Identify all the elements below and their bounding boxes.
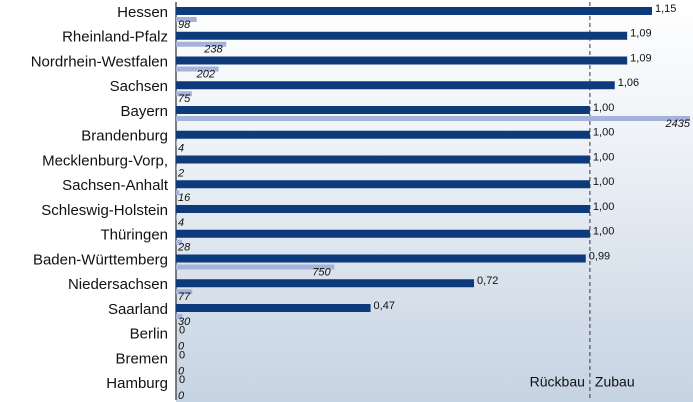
value-label: 4 — [178, 217, 184, 229]
category-label: Berlin — [130, 326, 168, 343]
category-label: Sachsen-Anhalt — [62, 177, 169, 194]
annotation: Zubau — [595, 374, 635, 390]
value-label: 0 — [178, 390, 185, 402]
bar — [176, 41, 227, 47]
value-label: 4 — [178, 143, 184, 155]
category-label: Schleswig-Holstein — [41, 202, 168, 219]
bar — [176, 190, 180, 196]
bar — [176, 81, 615, 90]
bar — [176, 304, 371, 312]
value-label: 98 — [178, 19, 191, 31]
bar — [176, 264, 335, 270]
value-label: 2 — [177, 167, 184, 179]
plot-background — [176, 0, 693, 402]
category-label: Saarland — [108, 301, 168, 318]
bar — [176, 56, 628, 65]
category-label: Bremen — [115, 350, 168, 367]
value-label: 0 — [178, 365, 185, 377]
bar — [176, 106, 590, 114]
bar — [176, 66, 219, 72]
value-label: 77 — [178, 291, 191, 303]
value-label: 0,72 — [477, 275, 498, 287]
bar — [176, 279, 475, 288]
value-label: 30 — [178, 316, 191, 328]
bar — [176, 314, 183, 319]
value-label: 2435 — [665, 118, 691, 130]
category-label: Nordrhein-Westfalen — [31, 53, 168, 70]
bar — [176, 205, 590, 213]
value-label: 1,00 — [593, 102, 614, 114]
value-label: 1,15 — [655, 3, 676, 15]
bar — [176, 140, 177, 146]
value-label: 0 — [179, 374, 185, 386]
value-label: 1,00 — [593, 176, 614, 188]
category-label: Mecklenburg-Vorp, — [42, 152, 168, 169]
bar — [176, 215, 177, 220]
annotation: Rückbau — [530, 374, 585, 390]
value-label: 0 — [179, 349, 185, 361]
value-label: 1,09 — [630, 52, 651, 64]
bar — [176, 289, 193, 295]
bar — [176, 116, 690, 121]
value-label: 0 — [179, 325, 185, 337]
category-label: Brandenburg — [81, 128, 168, 145]
value-label: 0,47 — [374, 300, 395, 312]
value-label: 202 — [196, 68, 215, 80]
bar — [176, 7, 652, 15]
value-label: 1,00 — [593, 127, 614, 139]
category-label: Hessen — [117, 4, 168, 21]
bar — [176, 130, 590, 139]
value-label: 1,00 — [593, 151, 614, 163]
category-label: Hamburg — [106, 375, 168, 392]
value-label: 0 — [178, 341, 185, 353]
value-label: 750 — [312, 266, 331, 278]
category-label: Thüringen — [100, 227, 168, 244]
bar — [176, 180, 590, 189]
bar — [176, 31, 628, 40]
value-label: 1,06 — [618, 77, 639, 89]
value-label: 1,00 — [593, 201, 614, 213]
value-label: 238 — [203, 44, 223, 56]
category-label: Sachsen — [110, 78, 168, 95]
bar — [176, 254, 586, 263]
value-label: 1,09 — [630, 28, 651, 40]
bar — [176, 239, 182, 245]
value-label: 0,99 — [589, 250, 610, 262]
category-label: Niedersachsen — [68, 276, 168, 293]
bar — [176, 229, 590, 238]
bar — [176, 155, 590, 164]
category-label: Baden-Württemberg — [33, 251, 168, 268]
category-label: Rheinland-Pfalz — [62, 29, 168, 46]
category-label: Bayern — [120, 103, 168, 120]
value-label: 1,00 — [593, 226, 614, 238]
value-label: 16 — [178, 192, 191, 204]
bar — [176, 91, 192, 97]
value-label: 28 — [177, 242, 191, 254]
value-label: 75 — [178, 93, 191, 105]
bar — [176, 17, 197, 22]
